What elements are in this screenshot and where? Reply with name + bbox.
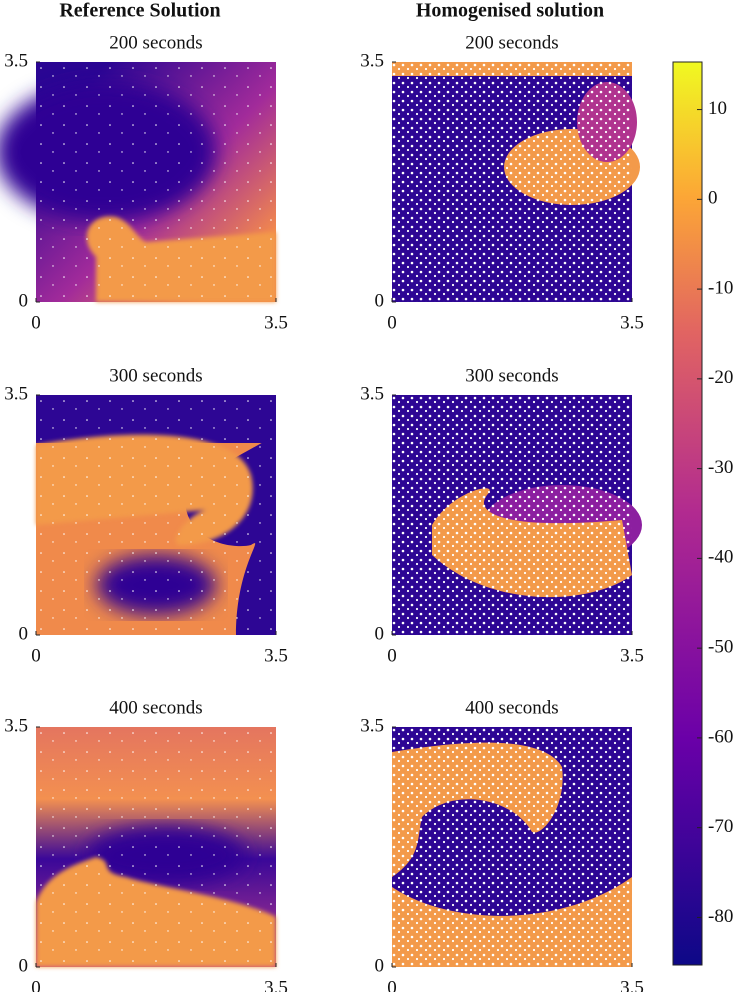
x-tick-label: 0 (387, 645, 397, 666)
heatmap (392, 62, 640, 302)
speck (36, 727, 276, 967)
y-tick-label: 0 (19, 290, 29, 311)
speck (36, 395, 276, 635)
colorbar-tick-label: -10 (708, 277, 733, 298)
colorbar-tick-label: -40 (708, 547, 733, 568)
y-tick-label: 0 (375, 955, 385, 976)
speck (392, 62, 632, 302)
y-tick-label: 3.5 (360, 715, 384, 736)
colorbar (672, 61, 703, 966)
heatmap (36, 395, 276, 635)
y-tick-label: 3.5 (360, 383, 384, 404)
x-tick-label: 3.5 (264, 312, 288, 333)
colorbar-tick-label: 10 (708, 98, 727, 119)
x-tick-label: 0 (31, 977, 41, 992)
x-tick-label: 3.5 (264, 977, 288, 992)
heatmap (36, 727, 276, 967)
colorbar-tick-label: -20 (708, 367, 733, 388)
heatmap (0, 62, 276, 302)
x-tick-label: 0 (387, 312, 397, 333)
panel-title: 200 seconds (465, 32, 558, 53)
y-tick-label: 3.5 (4, 50, 28, 71)
panel-title: 200 seconds (109, 32, 202, 53)
colorbar-tick-label: -70 (708, 816, 733, 837)
y-tick-label: 0 (19, 623, 29, 644)
column-title: Homogenised solution (416, 0, 604, 22)
x-tick-label: 3.5 (620, 645, 644, 666)
y-tick-label: 0 (375, 623, 385, 644)
column-title: Reference Solution (59, 0, 220, 22)
heatmap (392, 727, 632, 967)
colorbar-tick-label: -80 (708, 906, 733, 927)
panel-title: 400 seconds (465, 697, 558, 718)
colorbar-tick-label: -30 (708, 457, 733, 478)
speck (392, 395, 632, 635)
colorbar-tick-label: -50 (708, 637, 733, 658)
colorbar-tick-label: 0 (708, 188, 718, 209)
speck (392, 727, 632, 967)
x-tick-label: 0 (31, 645, 41, 666)
x-tick-label: 3.5 (620, 312, 644, 333)
panel-title: 300 seconds (465, 365, 558, 386)
panel-title: 400 seconds (109, 697, 202, 718)
panel-title: 300 seconds (109, 365, 202, 386)
x-tick-label: 0 (387, 977, 397, 992)
x-tick-label: 3.5 (264, 645, 288, 666)
y-tick-label: 3.5 (360, 50, 384, 71)
y-tick-label: 0 (19, 955, 29, 976)
speck (36, 62, 276, 302)
heatmap (392, 395, 642, 635)
x-tick-label: 3.5 (620, 977, 644, 992)
y-tick-label: 0 (375, 290, 385, 311)
y-tick-label: 3.5 (4, 383, 28, 404)
x-tick-label: 0 (31, 312, 41, 333)
y-tick-label: 3.5 (4, 715, 28, 736)
colorbar-tick-label: -60 (708, 726, 733, 747)
